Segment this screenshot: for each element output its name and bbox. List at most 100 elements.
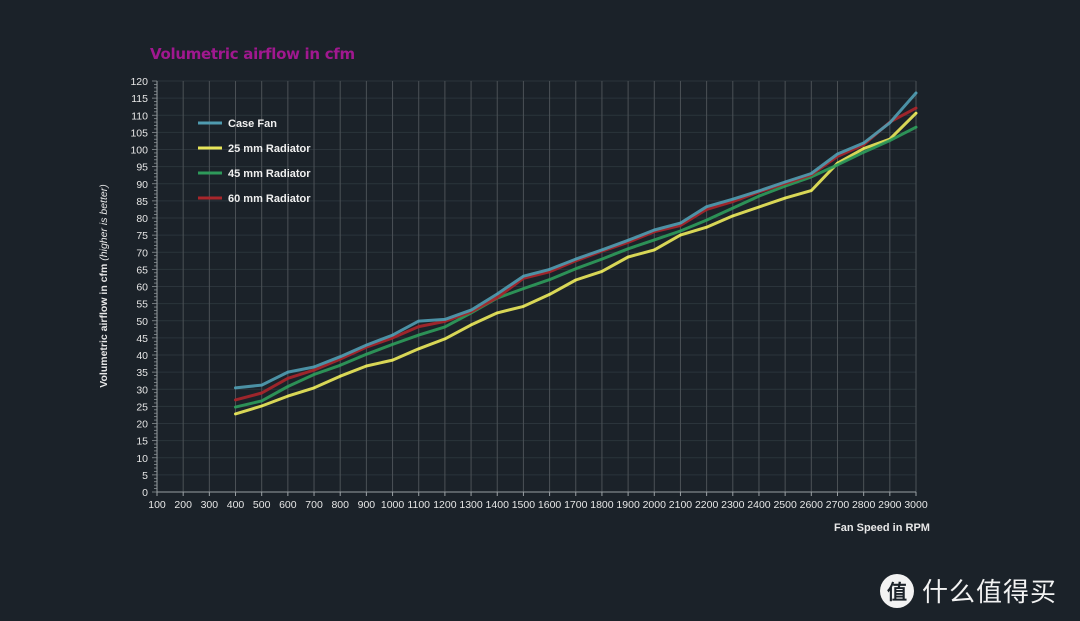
y-tick-label: 5 (142, 470, 148, 482)
data-point-60-mm-radiator (391, 336, 394, 340)
data-point-case-fan (783, 180, 787, 184)
x-tick-label: 2900 (878, 499, 902, 511)
data-point-60-mm-radiator (234, 398, 237, 402)
data-point-25-mm-radiator (286, 394, 290, 398)
chart-title: Volumetric airflow in cfm (150, 45, 355, 63)
y-tick-label: 90 (136, 179, 148, 191)
data-point-25-mm-radiator (574, 278, 577, 282)
data-point-case-fan (417, 319, 420, 323)
data-point-45-mm-radiator (679, 229, 682, 233)
x-tick-label: 700 (305, 499, 323, 511)
data-point-60-mm-radiator (914, 106, 918, 110)
data-point-case-fan (574, 257, 577, 261)
x-tick-label: 500 (253, 499, 271, 511)
data-point-case-fan (339, 355, 342, 358)
data-point-case-fan (548, 268, 551, 271)
data-point-60-mm-radiator (417, 325, 420, 328)
data-point-case-fan (365, 343, 368, 347)
x-tick-label: 2700 (826, 499, 850, 511)
data-point-45-mm-radiator (260, 399, 263, 403)
data-point-25-mm-radiator (522, 305, 525, 308)
y-tick-label: 95 (136, 162, 148, 174)
x-tick-label: 2800 (852, 499, 876, 511)
data-point-45-mm-radiator (548, 278, 551, 281)
data-point-60-mm-radiator (548, 270, 551, 273)
data-point-60-mm-radiator (731, 200, 734, 203)
data-point-25-mm-radiator (496, 311, 499, 315)
y-axis-label-note: (higher is better) (98, 184, 110, 261)
x-tick-label: 2100 (669, 499, 693, 511)
data-point-45-mm-radiator (888, 139, 892, 142)
data-point-case-fan (260, 383, 263, 387)
x-tick-label: 1100 (407, 499, 430, 511)
y-tick-label: 15 (136, 436, 148, 448)
series-lines (234, 91, 918, 416)
data-point-45-mm-radiator (443, 325, 447, 329)
data-point-45-mm-radiator (522, 287, 525, 290)
y-tick-label: 0 (142, 487, 148, 499)
x-tick-label: 600 (279, 499, 297, 511)
data-point-25-mm-radiator (705, 226, 708, 229)
data-point-case-fan (862, 141, 865, 145)
y-tick-label: 30 (136, 384, 148, 396)
data-point-25-mm-radiator (783, 196, 787, 200)
x-axis-label: Fan Speed in RPM (834, 522, 930, 534)
data-point-45-mm-radiator (339, 364, 342, 367)
data-point-60-mm-radiator (286, 377, 290, 380)
watermark-text: 什么值得买 (922, 578, 1058, 608)
y-tick-label: 70 (136, 247, 148, 259)
data-point-case-fan (757, 189, 761, 193)
data-point-45-mm-radiator (914, 126, 918, 129)
axes: 100 200 300 400 500 600 700 800 900 1000 1100 1200 1… (130, 76, 927, 511)
data-point-45-mm-radiator (417, 333, 420, 337)
data-point-25-mm-radiator (626, 255, 630, 259)
data-point-case-fan (888, 121, 892, 124)
data-point-case-fan (286, 370, 290, 374)
x-tick-label: 2300 (721, 499, 745, 511)
legend-label-case-fan: Case Fan (228, 118, 277, 130)
data-point-case-fan (312, 365, 316, 369)
x-tick-label: 1000 (381, 499, 405, 511)
x-tick-label: 1200 (433, 499, 457, 511)
x-tick-label: 900 (358, 499, 376, 511)
data-point-45-mm-radiator (783, 184, 787, 188)
y-axis-label: Volumetric airflow in cfm (higher is bet… (98, 184, 110, 387)
watermark: 值 什么值得买 (880, 572, 1057, 609)
legend: Case Fan 25 mm Radiator 45 mm Radiator 60 m… (198, 118, 311, 205)
y-tick-label: 45 (136, 333, 148, 345)
data-point-45-mm-radiator (600, 257, 604, 261)
data-point-case-fan (810, 172, 813, 175)
data-point-25-mm-radiator (731, 214, 734, 218)
y-tick-label: 115 (131, 93, 148, 105)
watermark-logo-icon: 值 (880, 573, 914, 608)
x-tick-label: 3000 (904, 499, 928, 511)
data-point-25-mm-radiator (260, 404, 263, 408)
data-point-25-mm-radiator (417, 347, 420, 351)
x-tick-label: 200 (174, 499, 192, 511)
x-tick-label: 2400 (747, 499, 771, 511)
data-point-25-mm-radiator (600, 270, 604, 273)
data-point-60-mm-radiator (679, 224, 682, 227)
y-tick-label: 110 (131, 110, 148, 122)
x-tick-label: 1600 (538, 499, 562, 511)
data-point-25-mm-radiator (914, 111, 918, 115)
x-tick-label: 1700 (564, 499, 588, 511)
y-tick-label: 75 (136, 230, 148, 242)
data-point-45-mm-radiator (757, 194, 761, 198)
x-tick-label: 2500 (773, 499, 797, 511)
data-point-25-mm-radiator (548, 293, 551, 296)
data-point-25-mm-radiator (365, 364, 368, 368)
data-point-case-fan (653, 228, 656, 232)
data-point-45-mm-radiator (574, 267, 577, 270)
data-point-case-fan (522, 275, 525, 278)
y-tick-label: 105 (130, 127, 148, 139)
y-tick-label: 120 (130, 76, 148, 88)
data-point-25-mm-radiator (234, 412, 237, 416)
y-tick-label: 55 (136, 299, 148, 311)
data-point-45-mm-radiator (286, 385, 290, 388)
data-point-25-mm-radiator (810, 189, 813, 192)
legend-label-60-mm-radiator: 60 mm Radiator (228, 193, 311, 205)
data-point-case-fan (234, 386, 237, 390)
x-tick-label: 300 (201, 499, 219, 511)
